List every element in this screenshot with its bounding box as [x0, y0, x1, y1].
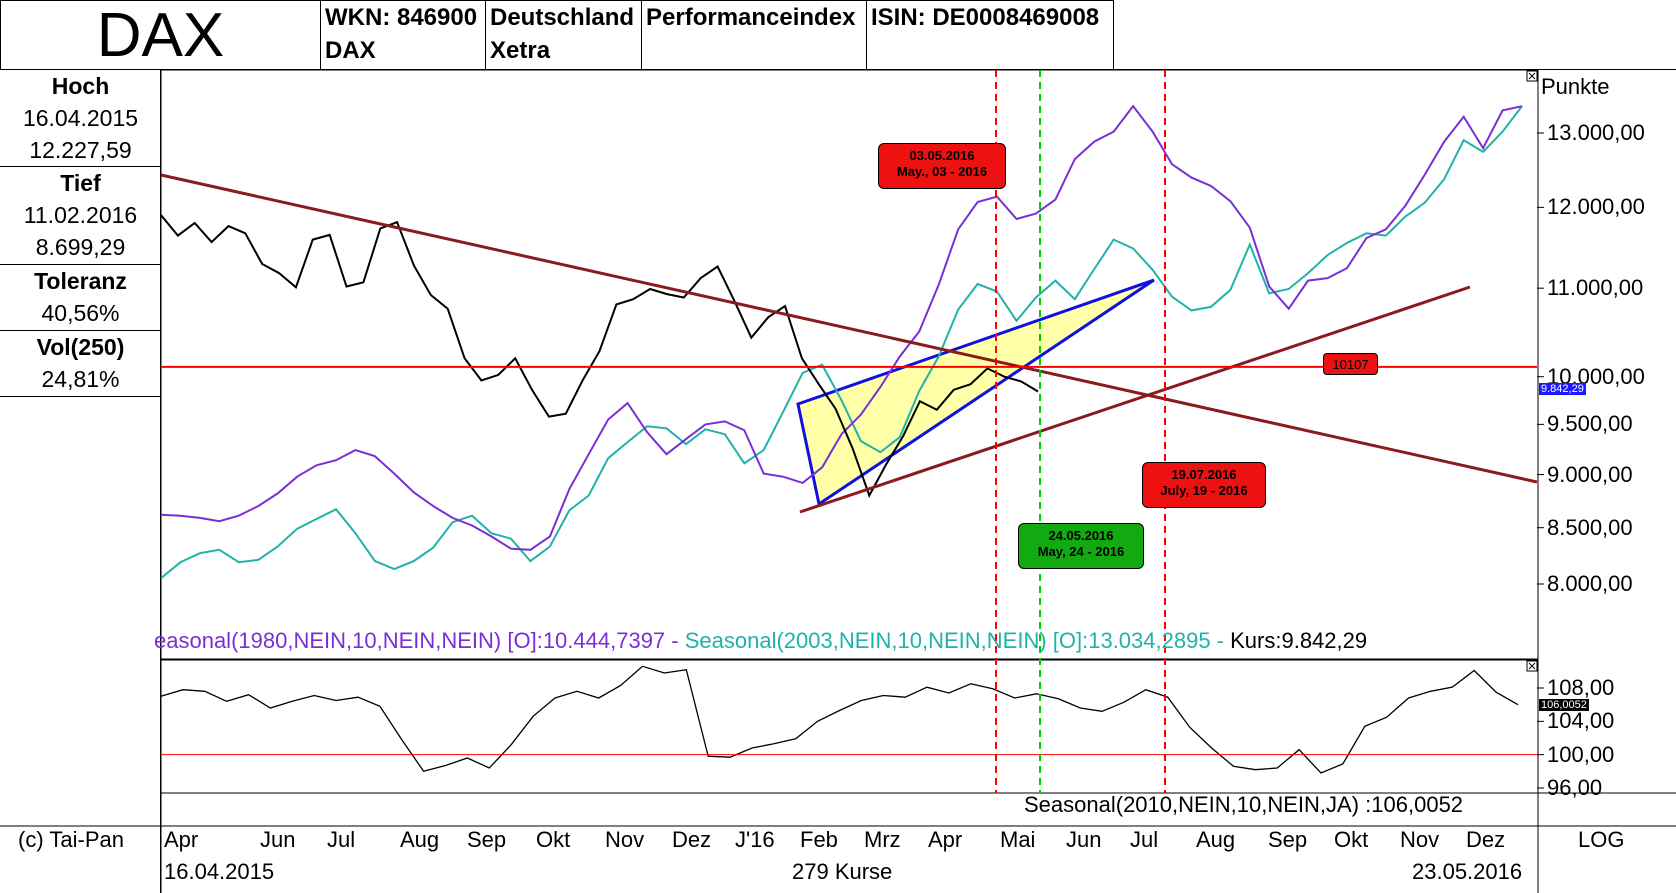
isin-cell: ISIN: DE0008469008 — [866, 0, 1114, 70]
x-month-label: Nov — [605, 827, 645, 852]
x-month-label: Feb — [800, 827, 838, 852]
x-month-label: Apr — [164, 827, 199, 852]
x-month-label: Nov — [1400, 827, 1440, 852]
hoch-date: 16.04.2015 — [22, 105, 139, 131]
tief-label: Tief — [60, 170, 101, 196]
level-label: 10107 — [1323, 353, 1378, 375]
marker-label-1907: 19.07.2016 July, 19 - 2016 — [1142, 462, 1266, 508]
price-tag-main: 9.842,29 — [1539, 383, 1586, 395]
x-month-label: J'16 — [735, 827, 775, 852]
isin-label: ISIN: DE0008469008 — [871, 4, 1100, 31]
legend-kurs: Kurs:9.842,29 — [1230, 628, 1368, 653]
y-main-tick-label: 13.000,00 — [1547, 120, 1645, 145]
end-date: 23.05.2016 — [1412, 859, 1523, 884]
copyright-label: (c) Tai-Pan — [18, 827, 124, 852]
y-main-tick-label: 9.000,00 — [1547, 461, 1633, 487]
x-month-label: Apr — [928, 827, 963, 852]
vol-label: Vol(250) — [36, 334, 125, 360]
y-main-tick-label: 8.000,00 — [1547, 571, 1633, 596]
marker-date: 24.05.2016 — [1048, 528, 1114, 543]
x-month-label: Sep — [467, 827, 507, 852]
x-month-label: Okt — [1334, 827, 1369, 852]
y-sub-tick-label: 96,00 — [1547, 775, 1603, 800]
uptrend-line — [799, 285, 1471, 514]
seasonal-1980-line — [160, 104, 1523, 551]
x-month-label: Aug — [400, 827, 440, 852]
marker-date: 03.05.2016 — [909, 148, 975, 163]
y-main-tick-label: 8.500,00 — [1547, 514, 1633, 540]
seasonal-2010-line — [160, 665, 1519, 774]
x-month-label: Okt — [536, 827, 571, 852]
price-tag-sub: 106,0052 — [1539, 699, 1589, 711]
legend-s1980: easonal(1980,NEIN,10,NEIN,NEIN) [O]:10.4… — [154, 628, 685, 653]
country-label: Deutschland — [490, 4, 635, 31]
y-axis-main — [1537, 132, 1544, 585]
x-month-label: Dez — [672, 827, 712, 852]
price-count: 279 Kurse — [792, 859, 893, 884]
marker-text: May., 03 - 2016 — [896, 164, 988, 179]
toleranz-value: 40,56% — [41, 300, 120, 326]
x-month-label: Jun — [260, 827, 296, 852]
y-main-tick-label: 12.000,00 — [1547, 194, 1645, 220]
close-icon-sub[interactable] — [1526, 660, 1538, 672]
exchange-label: Xetra — [490, 37, 551, 64]
y-axis-title: Punkte — [1541, 74, 1610, 99]
x-month-label: Jul — [1130, 827, 1159, 852]
main-legend: easonal(1980,NEIN,10,NEIN,NEIN) [O]:10.4… — [154, 628, 1534, 654]
marker-date: 19.07.2016 — [1171, 467, 1237, 482]
x-month-label: Sep — [1268, 827, 1308, 852]
x-month-label: Dez — [1466, 827, 1506, 852]
index-type-label: Performanceindex — [646, 4, 856, 31]
seasonal-2003-line — [160, 105, 1523, 579]
tief-date: 11.02.2016 — [23, 202, 138, 228]
hoch-value: 12.227,59 — [29, 137, 132, 163]
tief-value: 8.699,29 — [35, 234, 126, 260]
x-month-label: Mai — [1000, 827, 1036, 852]
start-date: 16.04.2015 — [164, 859, 275, 884]
x-month-label: Jun — [1066, 827, 1102, 852]
scale-toggle[interactable]: LOG — [1578, 827, 1625, 852]
toleranz-label: Toleranz — [34, 268, 127, 294]
y-sub-tick-label: 108,00 — [1547, 675, 1615, 700]
close-icon-main[interactable] — [1526, 70, 1538, 82]
marker-label-0305: 03.05.2016 May., 03 - 2016 — [878, 143, 1006, 189]
x-month-label: Jul — [327, 827, 356, 852]
x-month-label: Aug — [1196, 827, 1236, 852]
y-sub-tick-label: 104,00 — [1547, 708, 1615, 734]
legend-s2003: Seasonal(2003,NEIN,10,NEIN,NEIN) [O]:13.… — [684, 628, 1231, 653]
y-sub-tick-label: 100,00 — [1547, 741, 1615, 767]
wkn-label: WKN: 846900 — [325, 4, 478, 31]
downtrend-line — [160, 173, 1538, 484]
y-main-tick-label: 11.000,00 — [1547, 275, 1644, 301]
sub-legend: Seasonal(2010,NEIN,10,NEIN,JA) :106,0052 — [1024, 792, 1464, 817]
y-axis-sub — [1537, 687, 1544, 789]
index-type-cell: Performanceindex — [641, 0, 867, 70]
hoch-label: Hoch — [51, 73, 110, 99]
wkn-sub-label: DAX — [325, 37, 376, 64]
marker-text: May, 24 - 2016 — [1037, 544, 1125, 559]
y-main-tick-label: 9.500,00 — [1547, 411, 1633, 437]
x-month-label: Mrz — [864, 827, 901, 852]
marker-label-2405: 24.05.2016 May, 24 - 2016 — [1018, 523, 1144, 569]
dax-price-line — [160, 214, 1039, 498]
marker-text: July, 19 - 2016 — [1160, 483, 1248, 498]
vol-value: 24,81% — [41, 366, 120, 392]
wedge-pattern — [796, 278, 1155, 507]
